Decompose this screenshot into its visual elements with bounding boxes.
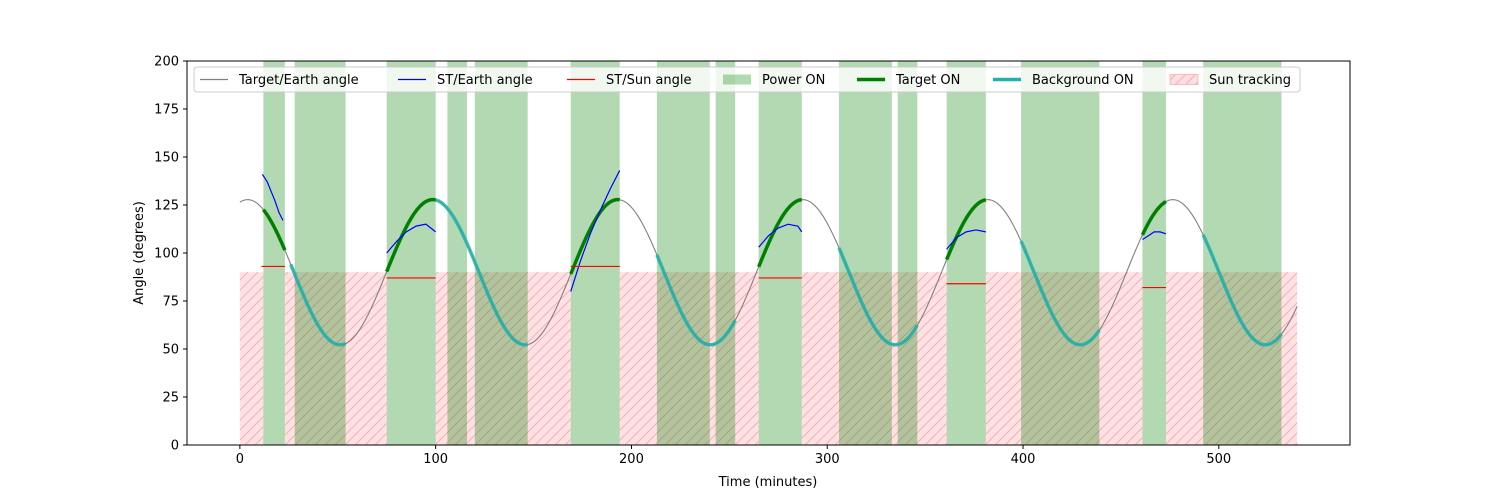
sun-tracking-hatch: [985, 272, 1143, 445]
legend-entry: Target/Earth angle: [200, 73, 359, 88]
legend-entry: Power ON: [723, 73, 825, 88]
power-on-span: [715, 61, 736, 445]
x-tick-label: 300: [815, 452, 840, 467]
x-tick-label: 100: [423, 452, 448, 467]
power-on-span: [447, 61, 467, 445]
background-on-segment: [837, 247, 919, 347]
x-tick-label: 200: [619, 452, 644, 467]
background-on-segment: [1019, 240, 1101, 347]
y-tick-label: 100: [154, 247, 179, 262]
legend-label: ST/Earth angle: [437, 73, 533, 88]
background-on-segment: [289, 263, 347, 347]
power-on-span: [474, 61, 528, 445]
power-on-span: [263, 61, 285, 445]
legend-handle-hatch-lines: [1170, 74, 1198, 85]
sun-tracking-hatch: [801, 272, 947, 445]
legend-label: Sun tracking: [1209, 73, 1291, 88]
x-tick-label: 0: [236, 452, 244, 467]
legend-entry: Sun tracking: [1169, 73, 1291, 88]
legend-entry: Target ON: [857, 73, 960, 88]
background-on-segment: [655, 254, 737, 347]
target-on-segment: [385, 197, 437, 273]
legend-entry: ST/Sun angle: [567, 73, 692, 88]
legend-handle-patch: [723, 74, 751, 85]
sun-tracking-hatch: [239, 272, 264, 445]
y-tick-label: 125: [154, 199, 179, 214]
y-tick-label: 50: [162, 343, 179, 358]
x-tick-label: 400: [1011, 452, 1036, 467]
power-on-span: [656, 61, 710, 445]
y-tick-label: 25: [162, 391, 179, 406]
target-on-segment: [757, 197, 802, 268]
x-axis-label: Time (minutes): [718, 475, 818, 490]
power-on-span: [1142, 61, 1166, 445]
st-earth-angle-line: [946, 229, 986, 250]
power-on-span: [1021, 61, 1100, 445]
st-earth-angle-line: [758, 223, 803, 248]
legend-label: Background ON: [1032, 73, 1134, 88]
legend-label: Target/Earth angle: [238, 73, 359, 88]
sun-tracking-hatch: [284, 272, 387, 445]
target-on-segment: [1140, 200, 1167, 236]
axes: 0 100 200 300 400 500 0 25 50 75 100 125 150 175 200: [154, 55, 1351, 467]
st-earth-angle-line: [386, 223, 437, 254]
sun-tracking-hatch: [435, 272, 571, 445]
background-on-segment: [435, 198, 528, 347]
power-on-span: [946, 61, 986, 445]
st-earth-angle-line: [1142, 231, 1167, 241]
x-tick-label: 500: [1206, 452, 1231, 467]
y-tick-label: 175: [154, 103, 179, 118]
y-axis-label: Angle (degrees): [132, 201, 147, 305]
sun-tracking-hatch: [619, 272, 759, 445]
st-earth-angle-line: [570, 170, 621, 292]
background-on-segment: [1201, 234, 1283, 347]
legend-label: ST/Sun angle: [606, 73, 692, 88]
y-tick-label: 150: [154, 151, 179, 166]
power-on-span: [1203, 61, 1282, 445]
legend-entry: Background ON: [993, 73, 1134, 88]
y-tick-label: 200: [154, 55, 179, 70]
plot-area: [239, 61, 1298, 445]
legend-label: Power ON: [762, 73, 825, 88]
legend-label: Target ON: [895, 73, 960, 88]
y-tick-label: 75: [162, 295, 179, 310]
y-tick-label: 0: [171, 439, 179, 454]
power-on-span: [294, 61, 346, 445]
legend-entry: ST/Earth angle: [398, 73, 533, 88]
plot-content: [239, 61, 1298, 445]
target-on-segment: [945, 198, 987, 261]
power-on-span: [897, 61, 918, 445]
legend-box: [193, 66, 1301, 93]
legend: Target/Earth angle ST/Earth angle ST/Sun a…: [193, 66, 1301, 93]
target-on-segment: [569, 197, 620, 275]
st-earth-angle-line: [261, 173, 284, 221]
power-on-span: [838, 61, 892, 445]
target-on-segment: [261, 208, 287, 251]
